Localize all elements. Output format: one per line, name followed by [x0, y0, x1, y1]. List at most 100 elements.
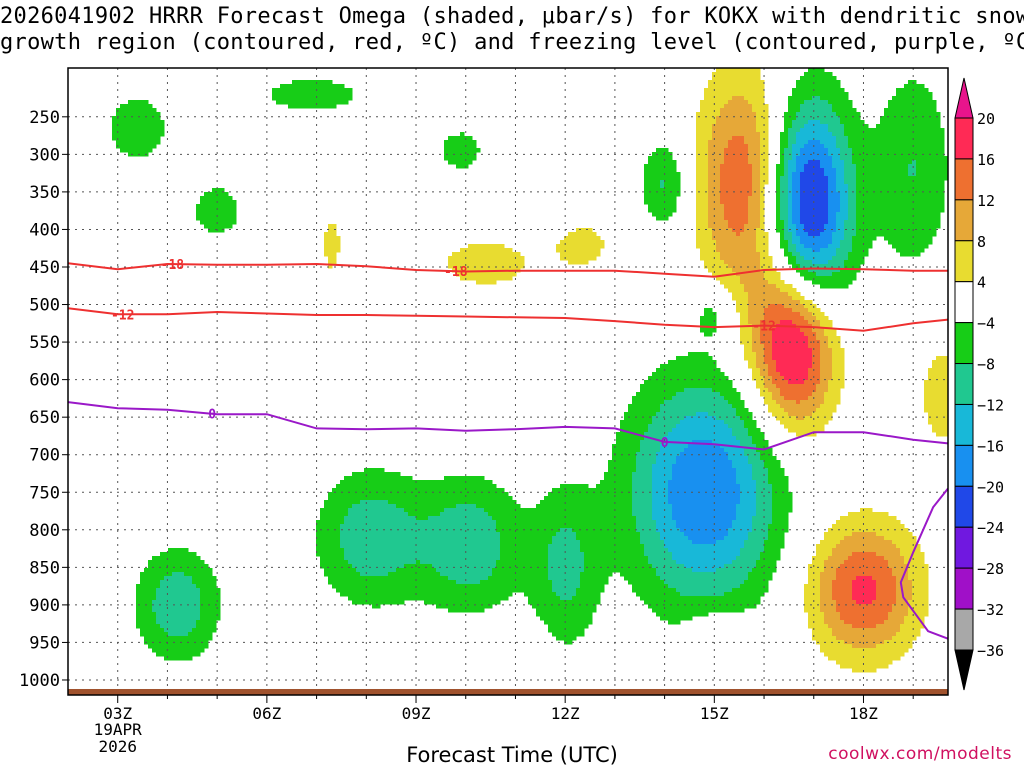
omega-cell [492, 264, 497, 269]
omega-cell [860, 128, 865, 133]
omega-cell [748, 424, 753, 429]
omega-cell [716, 220, 721, 225]
omega-cell [652, 196, 657, 201]
omega-cell [888, 140, 893, 145]
omega-cell [720, 132, 725, 137]
omega-cell [668, 448, 673, 453]
omega-cell [920, 168, 925, 173]
omega-cell [744, 132, 749, 137]
omega-cell [928, 140, 933, 145]
omega-cell [896, 128, 901, 133]
omega-cell [492, 280, 497, 285]
omega-cell [740, 260, 745, 265]
omega-cell [804, 412, 809, 417]
omega-cell [736, 108, 741, 113]
omega-cell [216, 212, 221, 217]
omega-cell [808, 408, 813, 413]
omega-cell [916, 144, 921, 149]
omega-cell [860, 160, 865, 165]
omega-cell [776, 384, 781, 389]
omega-cell [756, 328, 761, 333]
omega-cell [132, 152, 137, 157]
omega-cell [752, 240, 757, 245]
omega-cell [724, 172, 729, 177]
omega-cell [724, 204, 729, 209]
omega-cell [820, 152, 825, 157]
omega-cell [820, 68, 825, 73]
omega-cell [612, 444, 617, 449]
omega-cell [740, 192, 745, 197]
omega-cell [720, 376, 725, 381]
omega-cell [744, 140, 749, 145]
omega-cell [820, 320, 825, 325]
omega-cell [788, 284, 793, 289]
omega-cell [740, 120, 745, 125]
omega-cell [664, 176, 669, 181]
omega-cell [660, 384, 665, 389]
omega-cell [736, 140, 741, 145]
omega-cell [736, 160, 741, 165]
omega-cell [720, 272, 725, 277]
omega-cell [580, 256, 585, 261]
omega-cell [828, 352, 833, 357]
omega-cell [496, 260, 501, 265]
omega-cell [816, 244, 821, 249]
omega-cell [148, 124, 153, 129]
omega-cell [764, 304, 769, 309]
omega-cell [728, 128, 733, 133]
omega-cell [796, 104, 801, 109]
omega-cell [844, 132, 849, 137]
omega-cell [824, 132, 829, 137]
omega-cell [832, 200, 837, 205]
omega-cell [700, 444, 705, 449]
omega-cell [480, 244, 485, 249]
omega-cell [808, 168, 813, 173]
omega-cell [856, 168, 861, 173]
omega-cell [520, 264, 525, 269]
omega-cell [708, 228, 713, 233]
omega-cell [820, 120, 825, 125]
omega-cell [720, 188, 725, 193]
omega-cell [672, 368, 677, 373]
omega-cell [796, 396, 801, 401]
omega-cell [748, 448, 753, 453]
omega-cell [332, 84, 337, 89]
omega-cell [136, 132, 141, 137]
omega-cell [792, 360, 797, 365]
omega-cell [872, 196, 877, 201]
omega-cell [832, 168, 837, 173]
omega-cell [736, 440, 741, 445]
omega-cell [800, 360, 805, 365]
omega-cell [120, 144, 125, 149]
omega-cell [836, 128, 841, 133]
omega-cell [864, 160, 869, 165]
omega-cell [332, 232, 337, 237]
omega-cell [792, 256, 797, 261]
omega-cell [724, 112, 729, 117]
omega-cell [828, 372, 833, 377]
omega-cell [812, 84, 817, 89]
omega-cell [720, 432, 725, 437]
omega-cell [824, 160, 829, 165]
omega-cell [708, 376, 713, 381]
omega-cell [572, 252, 577, 257]
omega-cell [748, 420, 753, 425]
omega-cell [836, 144, 841, 149]
omega-cell [716, 268, 721, 273]
omega-cell [732, 68, 737, 73]
omega-cell [740, 92, 745, 97]
omega-cell [712, 384, 717, 389]
omega-cell [820, 116, 825, 121]
omega-cell [700, 392, 705, 397]
omega-cell [336, 96, 341, 101]
omega-cell [804, 424, 809, 429]
omega-cell [672, 380, 677, 385]
omega-cell [732, 144, 737, 149]
omega-cell [812, 384, 817, 389]
omega-cell [732, 236, 737, 241]
omega-cell [784, 412, 789, 417]
omega-cell [156, 132, 161, 137]
omega-cell [752, 320, 757, 325]
omega-cell [804, 216, 809, 221]
omega-cell [328, 88, 333, 93]
